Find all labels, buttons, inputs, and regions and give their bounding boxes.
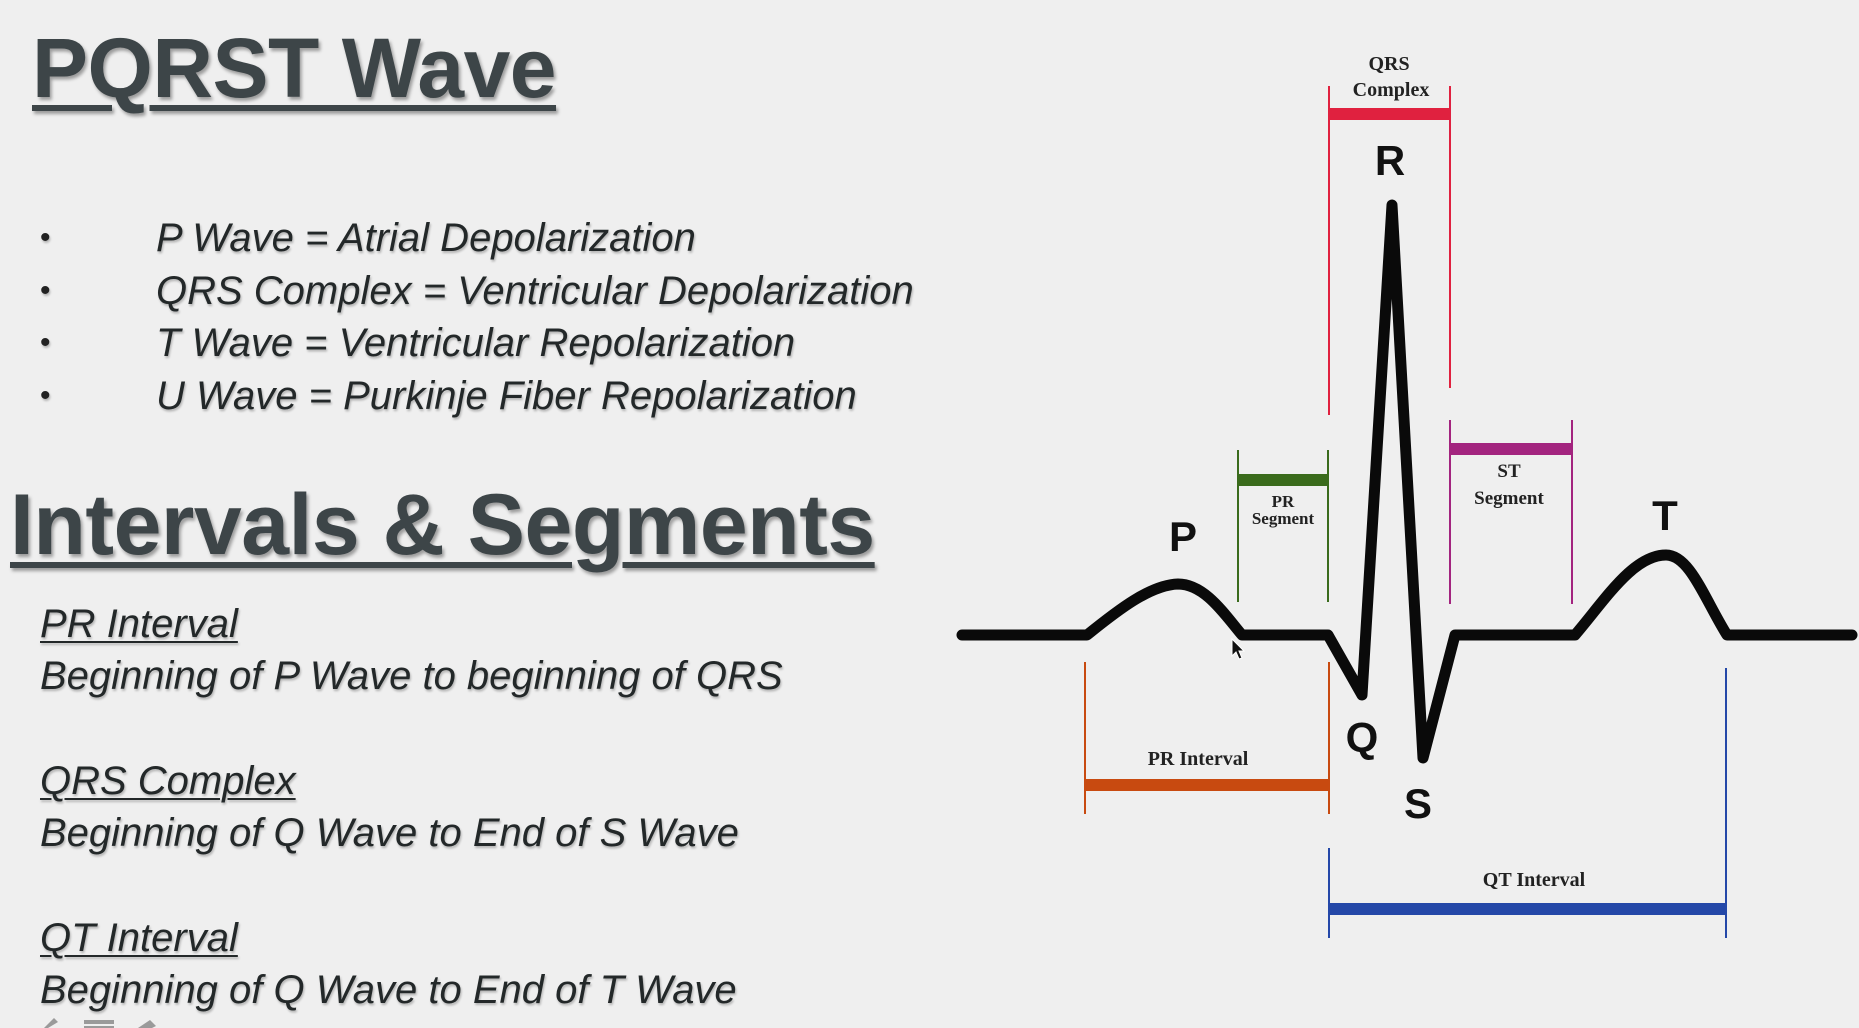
- st-segment-marker: ST Segment: [1450, 420, 1572, 604]
- qrs-label-line1: QRS: [1368, 53, 1409, 75]
- wave-label-p: P: [1169, 513, 1197, 560]
- qt-interval-marker: QT Interval: [1329, 668, 1726, 938]
- wave-label-q: Q: [1346, 714, 1379, 761]
- qt-label: QT Interval: [1483, 869, 1586, 891]
- ecg-trace: [962, 205, 1852, 758]
- wave-label-s: S: [1404, 780, 1432, 827]
- st-seg-label-line1: ST: [1497, 461, 1521, 482]
- presentation-toolbar[interactable]: [40, 1016, 180, 1028]
- qrs-label-line2: Complex: [1353, 79, 1430, 101]
- forward-arrow-icon[interactable]: [138, 1020, 156, 1028]
- pr-int-label: PR Interval: [1148, 748, 1249, 770]
- pr-segment-marker: PR Segment: [1238, 450, 1328, 602]
- st-seg-label-line2: Segment: [1474, 488, 1544, 509]
- pr-seg-label-line2: Segment: [1252, 509, 1315, 528]
- menu-icon[interactable]: [84, 1020, 114, 1028]
- wave-label-t: T: [1652, 492, 1678, 539]
- wave-label-r: R: [1375, 137, 1405, 184]
- pen-icon[interactable]: [44, 1018, 58, 1028]
- pr-interval-marker: PR Interval: [1085, 662, 1329, 814]
- mouse-cursor-icon: [1231, 638, 1247, 662]
